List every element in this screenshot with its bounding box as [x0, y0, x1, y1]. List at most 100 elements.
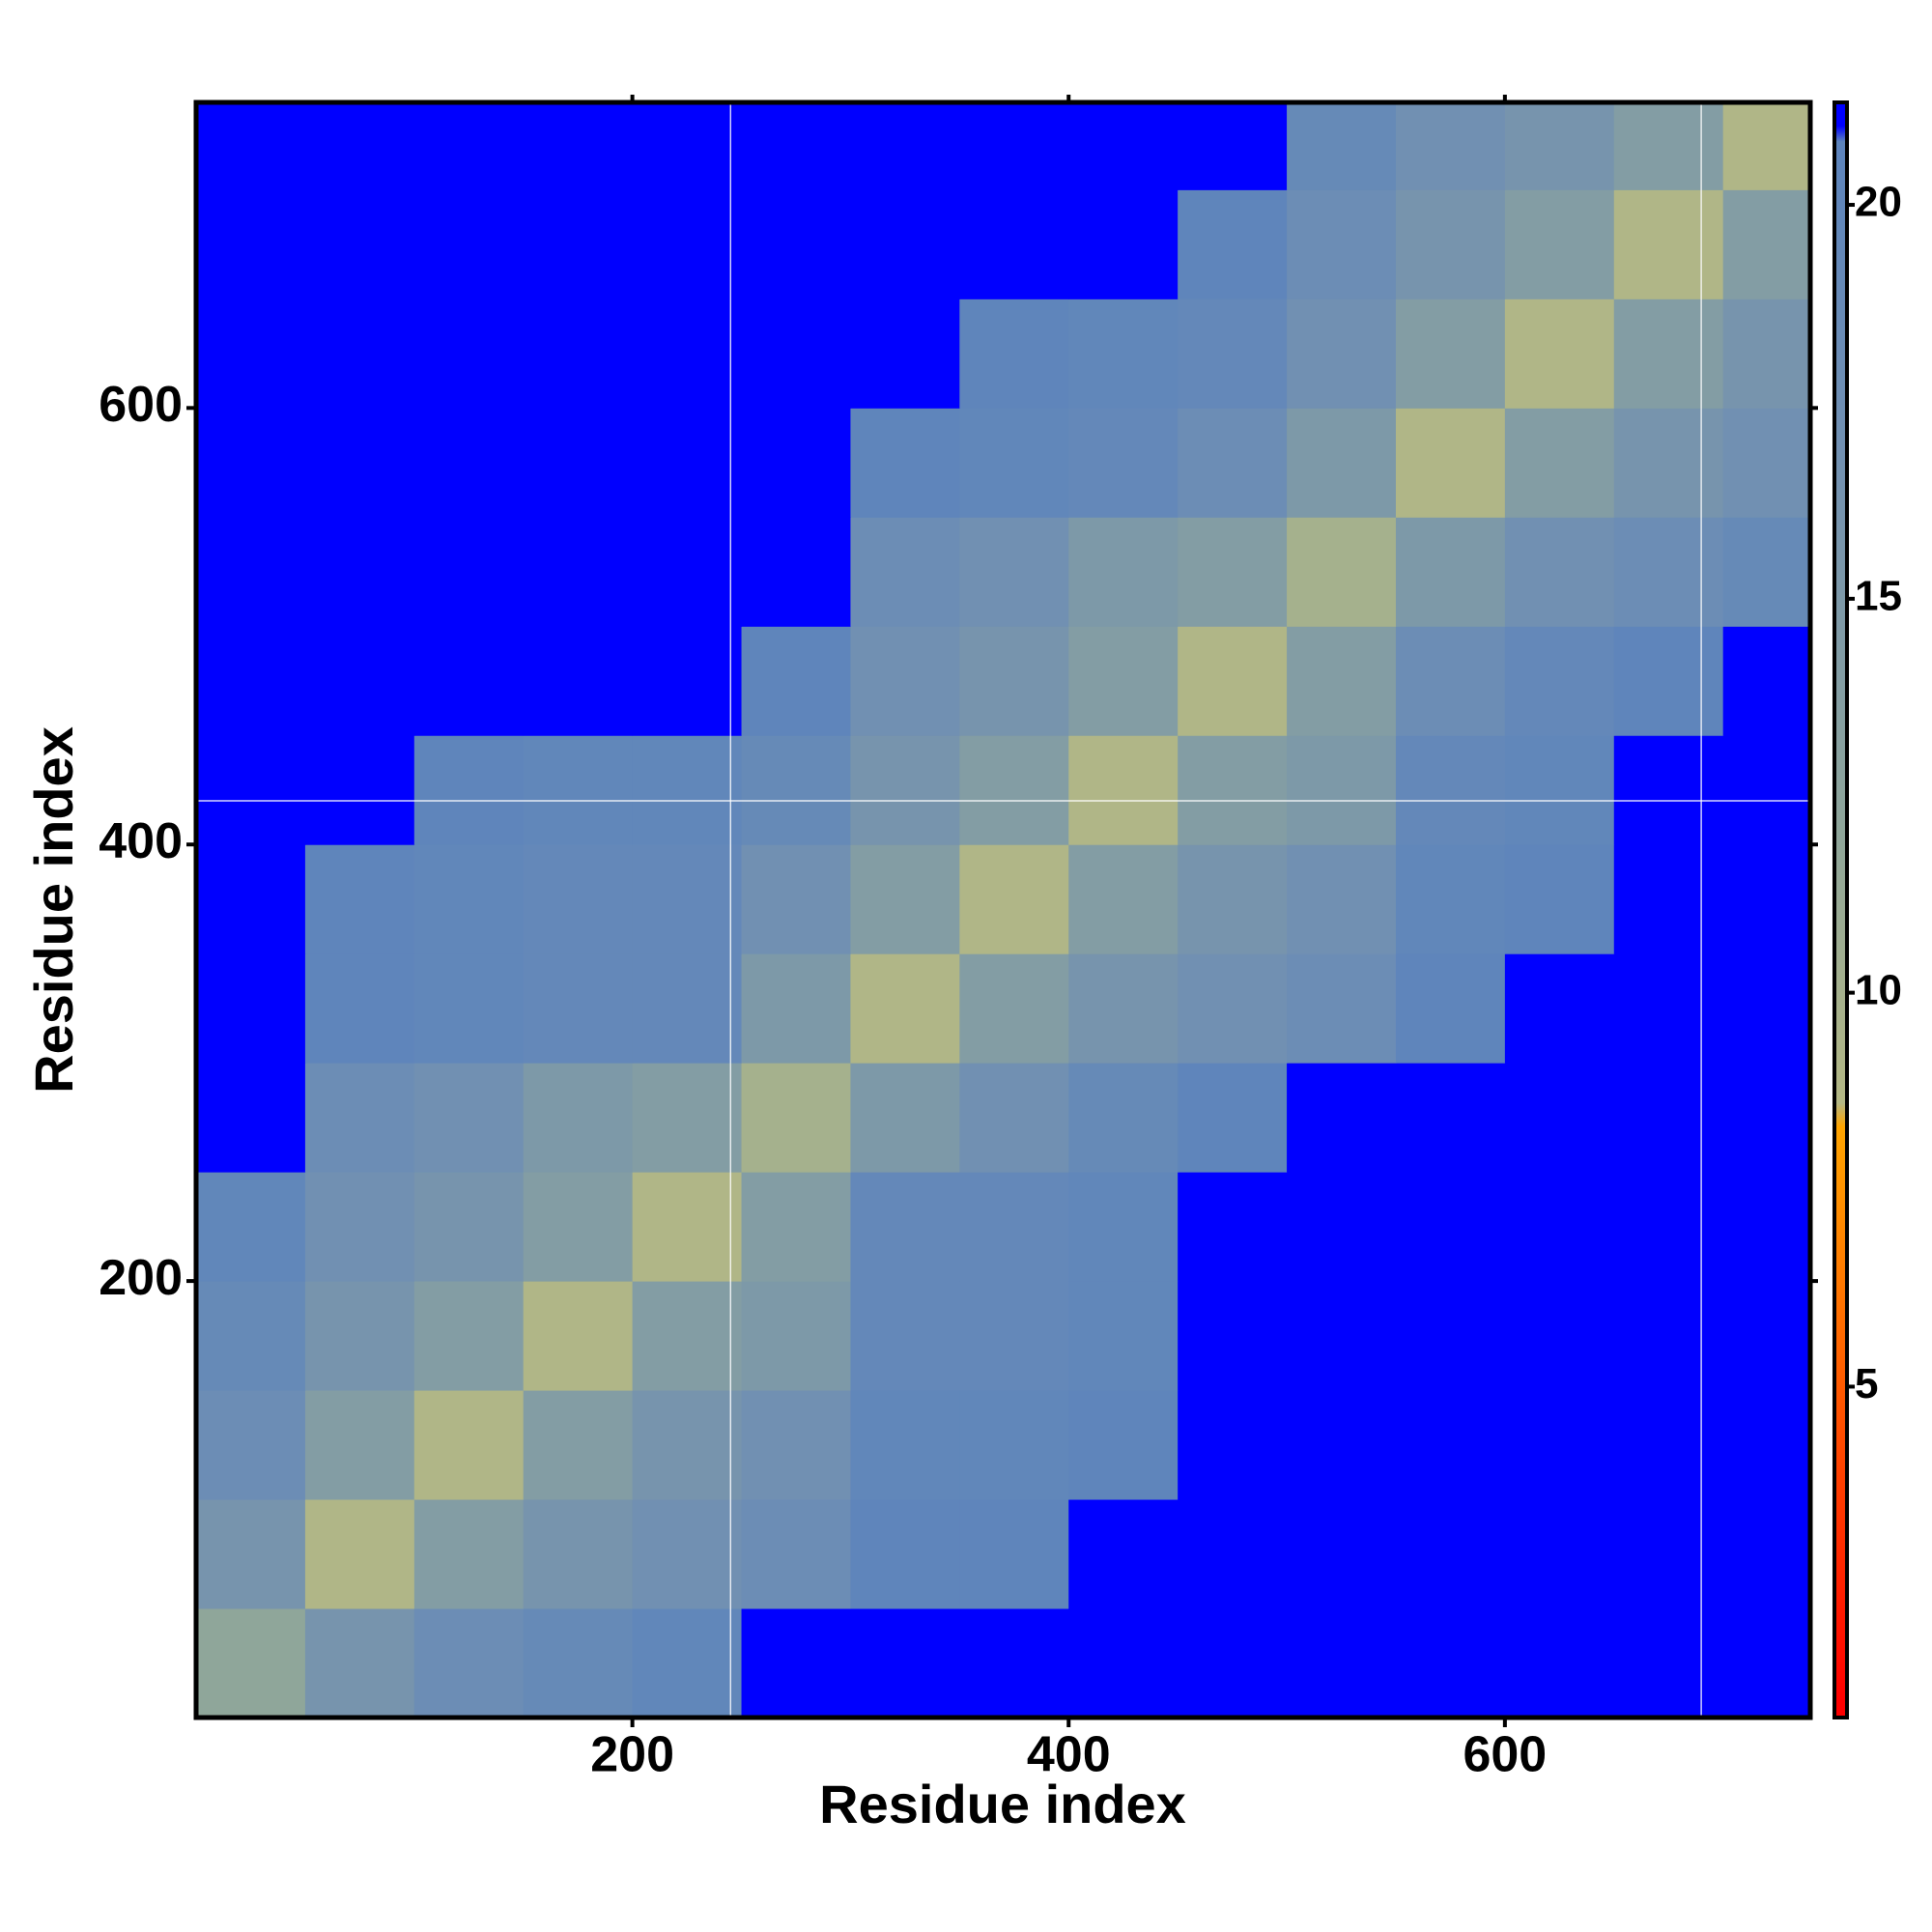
heatmap-cell — [1068, 844, 1179, 954]
heatmap-cell — [632, 1499, 743, 1609]
heatmap-cell — [1287, 1390, 1397, 1500]
heatmap-cell — [1395, 735, 1506, 845]
heatmap-cell — [1395, 102, 1506, 190]
heatmap-cell — [1722, 408, 1811, 518]
heatmap-cell — [413, 408, 525, 518]
heatmap-cell — [1287, 1063, 1397, 1173]
heatmap-cell — [1504, 298, 1615, 409]
heatmap-cell — [304, 626, 415, 736]
heatmap-cell — [1395, 1608, 1506, 1719]
heatmap-cell — [1068, 1063, 1179, 1173]
heatmap-cell — [632, 189, 743, 299]
heatmap-cell — [850, 1499, 960, 1609]
heatmap-cell — [196, 102, 306, 190]
heatmap-cell — [1613, 1063, 1724, 1173]
heatmap-cell — [1068, 408, 1179, 518]
heatmap-cell — [1178, 1499, 1288, 1609]
heatmap-cell — [1287, 844, 1397, 954]
heatmap-cell — [413, 1390, 525, 1500]
heatmap-cell — [413, 102, 525, 190]
y-axis-title: Residue index — [23, 726, 84, 1094]
heatmap-cell — [1287, 298, 1397, 409]
heatmap-cell — [413, 1608, 525, 1719]
heatmap-cell — [1504, 1063, 1615, 1173]
heatmap-cell — [1613, 735, 1724, 845]
heatmap-cell — [1395, 1499, 1506, 1609]
heatmap-cell — [850, 189, 960, 299]
heatmap-cell — [1504, 102, 1615, 190]
heatmap-cell — [413, 189, 525, 299]
heatmap-cell — [1722, 1390, 1811, 1500]
heatmap-cell — [1722, 1172, 1811, 1282]
heatmap-cell — [1395, 1390, 1506, 1500]
heatmap-cell — [304, 1390, 415, 1500]
heatmap-cell — [304, 1281, 415, 1391]
heatmap-cell — [1287, 1281, 1397, 1391]
heatmap-cell — [413, 844, 525, 954]
heatmap-cell — [959, 189, 1069, 299]
heatmap-cell — [1068, 626, 1179, 736]
heatmap-cell — [741, 408, 851, 518]
colorbar-tick-label: 20 — [1855, 179, 1902, 226]
heatmap-cell — [632, 844, 743, 954]
heatmap-cell — [1722, 298, 1811, 409]
heatmap-cell — [1178, 1172, 1288, 1282]
heatmap-cell — [850, 844, 960, 954]
heatmap-cell — [741, 626, 851, 736]
heatmap-cell — [1395, 408, 1506, 518]
heatmap-cell — [1395, 189, 1506, 299]
heatmap-cell — [304, 953, 415, 1064]
colorbar-tick-label: 10 — [1855, 966, 1902, 1013]
heatmap-cell — [1178, 1063, 1288, 1173]
heatmap-cell — [741, 1172, 851, 1282]
heatmap-cell — [1178, 953, 1288, 1064]
heatmap-cell — [1068, 735, 1179, 845]
heatmap-cell — [1395, 1172, 1506, 1282]
heatmap-cell — [959, 1499, 1069, 1609]
heatmap-cell — [1287, 517, 1397, 627]
heatmap-cell — [196, 1499, 306, 1609]
y-tick-label: 400 — [99, 813, 183, 869]
heatmap-cell — [1722, 626, 1811, 736]
heatmap-cell — [1613, 189, 1724, 299]
heatmap-cell — [1287, 626, 1397, 736]
heatmap-cell — [523, 189, 634, 299]
heatmap-cell — [523, 298, 634, 409]
heatmap-cell — [523, 626, 634, 736]
heatmap-cell — [413, 1281, 525, 1391]
heatmap-cell — [196, 844, 306, 954]
heatmap-cell — [1287, 953, 1397, 1064]
heatmap-cell — [1068, 298, 1179, 409]
heatmap-cell — [523, 1390, 634, 1500]
heatmap-cell — [959, 735, 1069, 845]
heatmap-cell — [1395, 1063, 1506, 1173]
heatmap-cell — [741, 1281, 851, 1391]
heatmap-cell — [1178, 1608, 1288, 1719]
heatmap-cell — [850, 298, 960, 409]
heatmap-cell — [523, 1281, 634, 1391]
heatmap-cell — [523, 1172, 634, 1282]
colorbar — [1833, 100, 1849, 1719]
heatmap-cell — [1287, 408, 1397, 518]
heatmap-cell — [850, 1608, 960, 1719]
heatmap-cell — [1178, 626, 1288, 736]
heatmap-cell — [850, 1281, 960, 1391]
plot-frame — [193, 99, 1813, 1720]
heatmap-cell — [1395, 953, 1506, 1064]
heatmap-cell — [850, 953, 960, 1064]
heatmap-cell — [1395, 517, 1506, 627]
heatmap-cell — [741, 1063, 851, 1173]
heatmap-cell — [1722, 189, 1811, 299]
heatmap-cell — [632, 102, 743, 190]
heatmap-cell — [1722, 102, 1811, 190]
heatmap-cell — [413, 1172, 525, 1282]
heatmap-cell — [959, 1390, 1069, 1500]
heatmap-cell — [1613, 953, 1724, 1064]
heatmap-cell — [1178, 844, 1288, 954]
heatmap-cell — [1068, 1390, 1179, 1500]
heatmap-cell — [1178, 102, 1288, 190]
heatmap-cell — [632, 735, 743, 845]
heatmap-cell — [632, 953, 743, 1064]
heatmap-cell — [304, 517, 415, 627]
heatmap-cell — [632, 408, 743, 518]
